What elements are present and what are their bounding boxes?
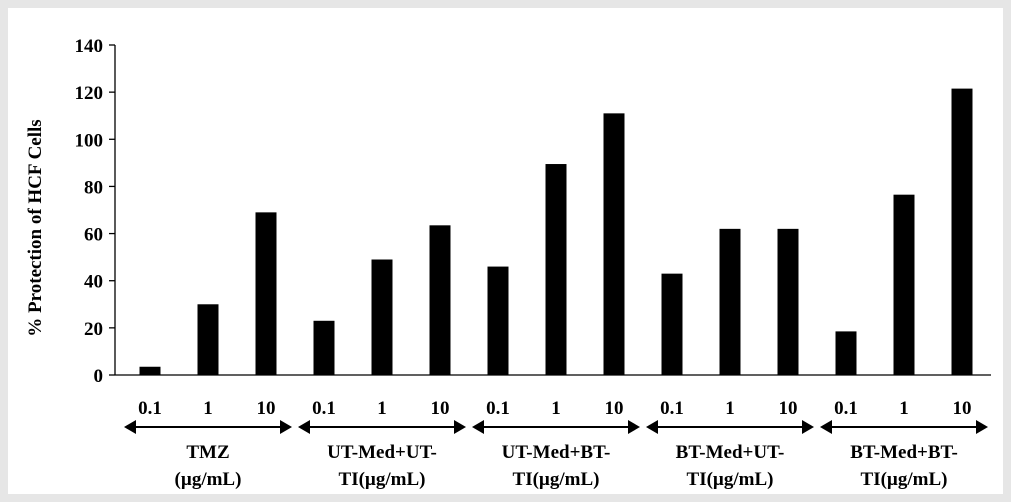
group-label: BT-Med+UT- (676, 442, 785, 463)
group-arrow-left-head (646, 420, 658, 434)
y-axis-label: % Protection of HCF Cells (25, 119, 46, 336)
y-tick-label: 60 (84, 225, 103, 246)
x-tick-label: 1 (551, 398, 561, 419)
x-tick-label: 10 (779, 398, 798, 419)
bar (661, 273, 683, 375)
y-tick-label: 40 (84, 272, 103, 293)
bar (429, 225, 451, 375)
group-label: TI(µg/mL) (513, 469, 600, 490)
group-label: BT-Med+BT- (850, 442, 958, 463)
x-tick-label: 10 (431, 398, 450, 419)
y-tick-label: 120 (75, 83, 104, 104)
group-arrow-right-head (454, 420, 466, 434)
y-axis: 0 20 40 60 80 100 120 140 (75, 36, 116, 387)
bar (893, 194, 915, 375)
bar (951, 88, 973, 375)
bars (139, 88, 973, 375)
group-arrow-right-head (976, 420, 988, 434)
group-arrow-right-head (280, 420, 292, 434)
group-label: (µg/mL) (175, 469, 242, 490)
group-label: TMZ (186, 442, 229, 463)
group-arrow-left-head (298, 420, 310, 434)
group-label: UT-Med+UT- (327, 442, 437, 463)
group-arrow-left-head (820, 420, 832, 434)
x-axis: 0.1 1 10 0.1 1 10 0.1 1 10 0.1 1 10 0.1 1 10 (115, 374, 991, 419)
group-arrow-right-head (628, 420, 640, 434)
y-tick-label: 140 (75, 36, 104, 57)
group-arrow-right-head (802, 420, 814, 434)
bar (719, 228, 741, 375)
x-tick-label: 0.1 (834, 398, 858, 419)
bar (371, 259, 393, 375)
y-tick-label: 0 (94, 366, 104, 387)
bar (197, 304, 219, 375)
x-tick-label: 10 (953, 398, 972, 419)
bar (487, 266, 509, 375)
bar (139, 366, 161, 375)
group-label: TI(µg/mL) (339, 469, 426, 490)
group-arrow-left-head (124, 420, 136, 434)
x-tick-label: 1 (725, 398, 735, 419)
x-tick-label: 0.1 (138, 398, 162, 419)
group-label: TI(µg/mL) (687, 469, 774, 490)
group-arrow-left-head (472, 420, 484, 434)
x-tick-label: 0.1 (660, 398, 684, 419)
bar (313, 320, 335, 375)
x-tick-label: 1 (377, 398, 387, 419)
y-tick-label: 80 (84, 177, 103, 198)
group-labels: TMZ (µg/mL) UT-Med+UT- TI(µg/mL) UT-Med+BT- T… (124, 420, 988, 490)
x-tick-label: 0.1 (486, 398, 510, 419)
y-tick-label: 20 (84, 319, 103, 340)
chart-frame (8, 8, 1003, 494)
bar (777, 228, 799, 375)
group-label: TI(µg/mL) (861, 469, 948, 490)
group-label: UT-Med+BT- (502, 442, 611, 463)
x-tick-label: 0.1 (312, 398, 336, 419)
bar (835, 331, 857, 375)
bar (255, 212, 277, 375)
y-tick-label: 100 (75, 130, 104, 151)
bar (603, 113, 625, 375)
x-tick-label: 1 (203, 398, 213, 419)
x-tick-label: 10 (257, 398, 276, 419)
x-tick-label: 1 (899, 398, 909, 419)
x-tick-label: 10 (605, 398, 624, 419)
bar (545, 164, 567, 375)
